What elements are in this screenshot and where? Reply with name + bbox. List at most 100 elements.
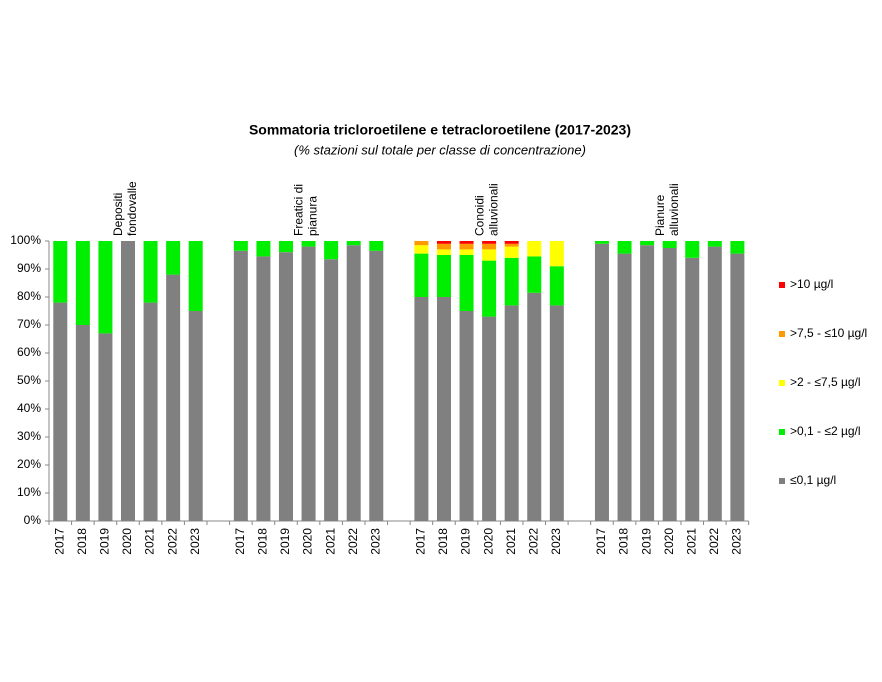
x-tick-label: 2018 <box>436 528 450 555</box>
bar-segment <box>662 248 677 521</box>
bar-segment <box>369 241 384 251</box>
legend-label: >2 - ≤7,5 µg/l <box>790 375 861 389</box>
legend-swatch <box>779 331 785 337</box>
legend-swatch <box>779 429 785 435</box>
bar-segment <box>324 241 339 260</box>
bar-segment <box>482 260 497 317</box>
bar-segment <box>324 259 339 521</box>
group-label: alluvionali <box>667 183 681 236</box>
y-tick-label: 30% <box>17 429 41 443</box>
bar-segment <box>549 266 564 306</box>
bar-segment <box>256 256 271 521</box>
bar-segment <box>188 311 203 521</box>
bar-segment <box>301 246 316 521</box>
y-tick-label: 10% <box>17 485 41 499</box>
x-tick-label: 2020 <box>120 528 134 555</box>
x-tick-label: 2017 <box>52 528 66 555</box>
x-tick-label: 2023 <box>188 528 202 555</box>
x-tick-label: 2021 <box>504 528 518 555</box>
bar-segment <box>640 245 655 521</box>
x-tick-label: 2020 <box>662 528 676 555</box>
x-tick-label: 2021 <box>143 528 157 555</box>
x-tick-label: 2017 <box>233 528 247 555</box>
y-tick-label: 60% <box>17 345 41 359</box>
bar-segment <box>301 241 316 247</box>
group-label: Freatici di <box>292 184 306 236</box>
bar-segment <box>527 241 542 257</box>
x-tick-label: 2019 <box>98 528 112 555</box>
bar-segment <box>459 241 474 244</box>
bar-segment <box>527 292 542 521</box>
bar-segment <box>436 297 451 521</box>
y-tick-label: 0% <box>24 513 42 527</box>
y-tick-label: 80% <box>17 289 41 303</box>
y-tick-label: 40% <box>17 401 41 415</box>
group-label: Conoidi <box>472 195 486 236</box>
group-label: alluvionali <box>486 183 500 236</box>
x-tick-label: 2019 <box>639 528 653 555</box>
x-tick-label: 2020 <box>481 528 495 555</box>
legend-swatch <box>779 380 785 386</box>
bar-segment <box>166 241 181 275</box>
bar-segment <box>188 241 203 311</box>
bar-segment <box>707 241 722 247</box>
legend-label: >0,1 - ≤2 µg/l <box>790 424 861 438</box>
y-tick-label: 90% <box>17 261 41 275</box>
x-tick-label: 2023 <box>368 528 382 555</box>
bar-segment <box>459 243 474 250</box>
legend-swatch <box>779 282 785 288</box>
bar-segment <box>369 250 384 522</box>
y-tick-label: 100% <box>10 233 41 247</box>
x-tick-label: 2021 <box>684 528 698 555</box>
bar-segment <box>53 241 68 303</box>
bar-segment <box>459 249 474 255</box>
group-label: fondovalle <box>125 181 139 236</box>
y-tick-label: 20% <box>17 457 41 471</box>
bar-segment <box>98 333 113 521</box>
legend-label: >7,5 - ≤10 µg/l <box>790 326 867 340</box>
bar-segment <box>504 305 519 521</box>
bar-segment <box>617 253 632 521</box>
bar-segment <box>346 241 361 246</box>
bar-segment <box>75 325 90 521</box>
x-tick-label: 2019 <box>459 528 473 555</box>
group-label: Depositi <box>111 193 125 236</box>
bar-segment <box>233 250 248 522</box>
bar-segment <box>527 256 542 293</box>
bar-segment <box>414 253 429 297</box>
x-tick-label: 2018 <box>75 528 89 555</box>
x-tick-label: 2021 <box>323 528 337 555</box>
bar-segment <box>436 255 451 297</box>
bar-segment <box>685 257 700 521</box>
bar-segment <box>459 255 474 311</box>
bar-segment <box>75 241 90 325</box>
x-tick-label: 2019 <box>278 528 292 555</box>
bar-segment <box>504 241 519 244</box>
bar-segment <box>730 241 745 254</box>
legend-label: >10 µg/l <box>790 277 833 291</box>
bar-segment <box>346 245 361 521</box>
bar-segment <box>594 241 609 244</box>
bar-segment <box>278 252 293 521</box>
bar-segment <box>256 241 271 257</box>
x-tick-label: 2023 <box>730 528 744 555</box>
bar-segment <box>143 302 158 521</box>
bar-segment <box>143 241 158 303</box>
x-tick-label: 2022 <box>526 528 540 555</box>
bar-segment <box>482 243 497 250</box>
x-tick-label: 2023 <box>549 528 563 555</box>
bar-segment <box>482 249 497 261</box>
y-tick-label: 70% <box>17 317 41 331</box>
x-tick-label: 2018 <box>256 528 270 555</box>
bar-segment <box>617 241 632 254</box>
bar-segment <box>98 241 113 334</box>
y-tick-label: 50% <box>17 373 41 387</box>
bar-segment <box>504 246 519 258</box>
legend-swatch <box>779 478 785 484</box>
bar-segment <box>414 241 429 246</box>
bar-segment <box>504 243 519 247</box>
bar-segment <box>504 257 519 306</box>
group-label: Pianure <box>653 194 667 236</box>
x-tick-label: 2022 <box>346 528 360 555</box>
bar-segment <box>549 241 564 267</box>
